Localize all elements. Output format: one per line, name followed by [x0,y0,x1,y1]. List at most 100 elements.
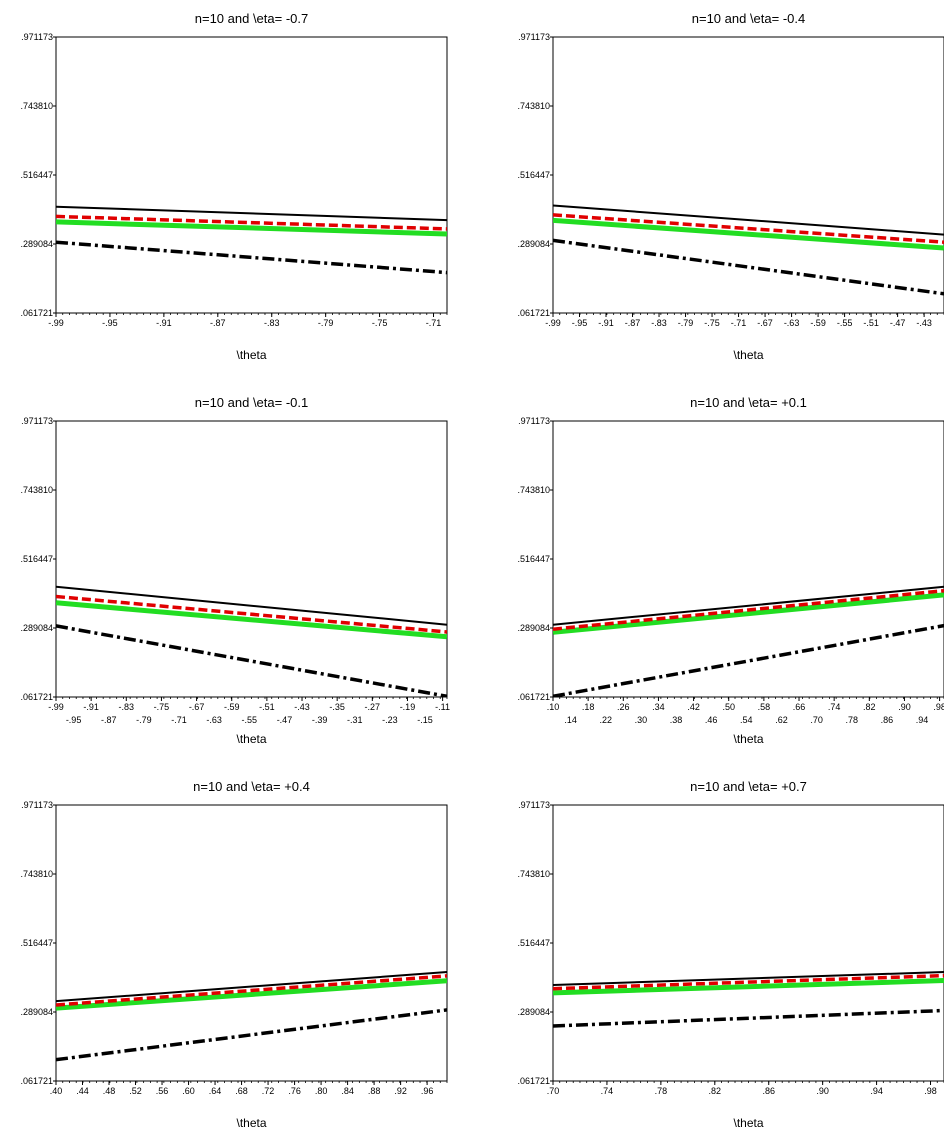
x-tick-label: .42 [687,702,700,712]
x-tick-label-row2: .78 [845,715,858,725]
x-tick-label: .68 [235,1086,248,1096]
x-tick-label: -.91 [598,318,614,328]
x-axis-label: \theta [236,732,266,746]
y-tick-label: .289084 [517,1007,550,1017]
x-tick-label: -.83 [264,318,280,328]
x-tick-label-row2: -.87 [101,715,117,725]
plot-area [552,420,944,698]
series-line-4 [56,624,447,697]
x-tick-label: .98 [924,1086,937,1096]
x-tick-label: -.43 [916,318,932,328]
x-tick-label: -.87 [210,318,226,328]
x-tick-label-row2: -.39 [312,715,328,725]
x-tick-label-row2: .46 [705,715,718,725]
x-tick-label: .34 [652,702,665,712]
x-tick-label-row2: .94 [916,715,929,725]
x-axis-label: \theta [733,348,763,362]
y-tick-label: .289084 [517,623,550,633]
chart-panel-1: n=10 and \eta= -0.7 .061721 .289084 .516447… [20,11,448,362]
y-tick-label: .289084 [517,239,550,249]
x-tick-label: .78 [655,1086,668,1096]
y-tick-label: .061721 [20,692,53,702]
x-tick-label: -.95 [572,318,588,328]
x-tick-label-row2: .62 [775,715,788,725]
y-tick-label: .743810 [20,869,53,879]
y-tick-label: .516447 [517,938,550,948]
x-tick-label: -.79 [318,318,334,328]
x-tick-label: -.83 [119,702,135,712]
plot-area [552,36,944,314]
y-tick-label: .061721 [517,1076,550,1086]
y-tick-label: .516447 [20,938,53,948]
plot-area [55,36,448,314]
y-tick-label: .971173 [518,416,550,426]
series-line-4 [56,240,447,275]
x-tick-label: -.91 [83,702,99,712]
x-tick-label: -.71 [426,318,442,328]
x-tick-label: .74 [828,702,841,712]
series-line-4 [553,238,944,296]
series-line-2 [553,973,944,991]
x-tick-label: .98 [933,702,944,712]
x-tick-label-row2: .86 [881,715,894,725]
y-tick-label: .971173 [518,32,550,42]
x-tick-label: .50 [722,702,735,712]
x-tick-label: -.43 [294,702,310,712]
series-line-2 [553,588,944,631]
x-tick-label: .74 [601,1086,614,1096]
x-tick-label: -.59 [224,702,240,712]
y-tick-label: .743810 [517,101,550,111]
series-line-3 [553,978,944,996]
series-line-3 [56,600,447,640]
x-tick-label: -.91 [156,318,172,328]
x-tick-label: .44 [76,1086,89,1096]
x-tick-label-row2: -.23 [382,715,398,725]
x-axis-label: \theta [733,1116,763,1130]
x-tick-label: -.67 [189,702,205,712]
x-tick-label: .94 [870,1086,883,1096]
x-tick-label: -.51 [863,318,879,328]
series-line-1 [553,204,944,236]
plot-area [55,420,448,698]
series-line-3 [553,592,944,635]
x-tick-label-row2: -.79 [136,715,152,725]
x-tick-label-row2: .14 [564,715,577,725]
x-tick-label-row2: -.31 [347,715,363,725]
y-tick-label: .061721 [20,1076,53,1086]
y-tick-label: .971173 [21,416,53,426]
series-line-1 [56,585,447,626]
series-line-4 [553,1008,944,1028]
x-tick-label: .80 [315,1086,328,1096]
x-tick-label: -.35 [329,702,345,712]
chart-title: n=10 and \eta= +0.4 [193,779,310,794]
y-tick-label: .061721 [20,308,53,318]
x-tick-label-row2: -.15 [417,715,433,725]
series-line-3 [553,217,944,251]
x-tick-label: -.83 [651,318,667,328]
series-line-2 [56,214,447,231]
x-tick-label: -.75 [704,318,720,328]
x-tick-label-row2: -.71 [171,715,187,725]
series-line-2 [553,213,944,244]
x-tick-label: .88 [368,1086,381,1096]
y-tick-label: .289084 [20,623,53,633]
x-axis-label: \theta [236,348,266,362]
x-tick-label: .18 [582,702,595,712]
series-line-4 [56,1008,447,1062]
y-tick-label: .516447 [20,170,53,180]
x-tick-label: .76 [288,1086,301,1096]
x-tick-label: -.95 [102,318,118,328]
y-tick-label: .971173 [21,800,53,810]
x-tick-label: .70 [547,1086,560,1096]
x-tick-label-row2: .38 [670,715,683,725]
x-tick-label-row2: .22 [599,715,612,725]
x-tick-label: .66 [793,702,806,712]
y-tick-label: .743810 [20,485,53,495]
y-tick-label: .516447 [517,554,550,564]
x-tick-label: .58 [758,702,771,712]
x-tick-label: .90 [816,1086,829,1096]
x-tick-label-row2: -.95 [66,715,82,725]
chart-panel-3: n=10 and \eta= -0.1 .061721 .289084 .516447… [20,395,450,746]
y-tick-label: .061721 [517,308,550,318]
